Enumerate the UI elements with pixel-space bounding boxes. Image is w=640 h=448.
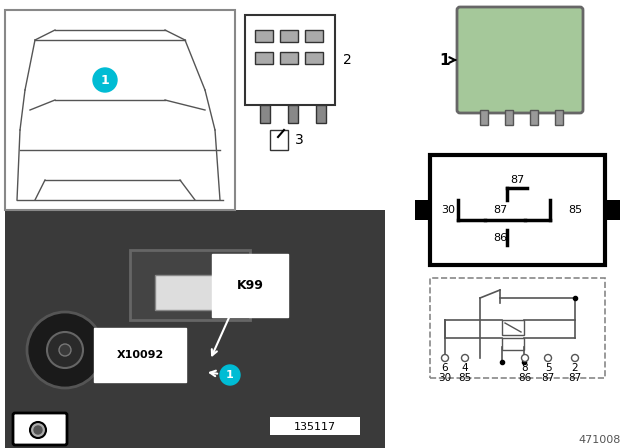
Bar [530,110,538,125]
Circle shape [522,354,529,362]
Text: 87: 87 [541,373,555,383]
Bar [245,15,335,105]
Bar [555,110,563,125]
Text: X10092: X10092 [116,350,164,360]
Text: 3: 3 [295,133,304,147]
Text: 5: 5 [545,363,551,373]
Circle shape [30,422,46,438]
Text: X10092: X10092 [116,350,164,360]
Text: 86: 86 [493,233,507,243]
Text: 2: 2 [572,363,579,373]
Circle shape [461,354,468,362]
Circle shape [442,354,449,362]
Bar [260,105,270,123]
Text: 4: 4 [461,363,468,373]
Bar [480,110,488,125]
Text: 86: 86 [518,373,532,383]
Circle shape [27,312,103,388]
Bar [270,417,360,435]
FancyBboxPatch shape [13,413,67,445]
Circle shape [220,365,240,385]
Bar [5,10,235,210]
Text: 87: 87 [493,205,507,215]
Bar [502,320,524,335]
Bar [415,200,430,220]
Bar [305,52,323,64]
Bar [255,52,273,64]
Text: 87: 87 [510,175,524,185]
Bar [305,30,323,42]
Bar [155,275,225,310]
Text: 6: 6 [442,363,448,373]
Text: K99: K99 [237,279,264,292]
Text: K99: K99 [237,279,264,292]
Circle shape [572,354,579,362]
Text: 30: 30 [441,205,455,215]
Text: 1: 1 [100,73,109,86]
Bar [255,30,273,42]
Bar [288,105,298,123]
Bar [430,155,605,265]
Bar [280,30,298,42]
Bar [502,338,524,350]
FancyBboxPatch shape [457,7,583,113]
Text: 87: 87 [568,373,582,383]
Text: 471008: 471008 [579,435,621,445]
Text: 135117: 135117 [294,422,336,432]
Circle shape [47,332,83,368]
Text: 85: 85 [458,373,472,383]
Text: 8: 8 [522,363,528,373]
Bar [5,210,385,448]
Circle shape [34,426,42,434]
Text: 85: 85 [568,205,582,215]
Circle shape [545,354,552,362]
Bar [280,52,298,64]
Text: 2: 2 [343,53,352,67]
Text: 30: 30 [438,373,452,383]
Bar [316,105,326,123]
Bar [505,110,513,125]
Bar [270,130,288,150]
Text: 1: 1 [440,52,450,68]
Bar [130,250,250,320]
Circle shape [59,344,71,356]
Text: 1: 1 [226,370,234,380]
Circle shape [93,68,117,92]
FancyBboxPatch shape [430,278,605,378]
Bar [605,200,620,220]
